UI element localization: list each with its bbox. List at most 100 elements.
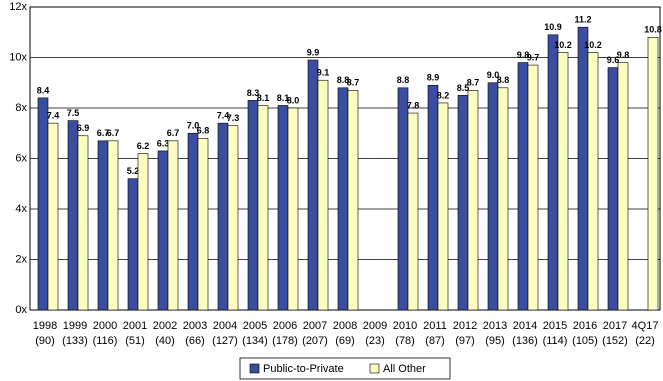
value-label: 9.7 <box>527 52 540 62</box>
legend-label: Public-to-Private <box>263 363 344 375</box>
y-tick-label: 12x <box>9 1 27 13</box>
x-tick-label: 2013 <box>483 320 507 332</box>
x-tick-count: (90) <box>35 335 55 347</box>
bar <box>277 105 289 311</box>
value-label: 6.9 <box>77 123 90 133</box>
y-tick-label: 2x <box>15 253 27 265</box>
x-tick-count: (178) <box>272 335 298 347</box>
bar <box>307 59 319 311</box>
bar <box>167 140 179 311</box>
value-label: 8.8 <box>337 75 350 85</box>
x-tick-count: (127) <box>212 335 238 347</box>
value-label: 8.1 <box>277 93 290 103</box>
bar <box>617 62 629 311</box>
x-tick-label: 2016 <box>573 320 597 332</box>
x-tick-count: (105) <box>572 335 598 347</box>
bar <box>247 100 259 311</box>
x-tick-label: 2017 <box>603 320 627 332</box>
bar <box>217 122 229 311</box>
x-tick-count: (134) <box>242 335 268 347</box>
value-label: 10.2 <box>584 40 602 50</box>
bar <box>437 102 449 311</box>
x-tick-count: (87) <box>425 335 445 347</box>
bar <box>337 87 349 311</box>
legend-swatch <box>249 363 260 374</box>
x-tick-count: (152) <box>602 335 628 347</box>
value-label: 8.8 <box>397 75 410 85</box>
x-tick-label: 4Q17 <box>632 320 659 332</box>
bar <box>187 132 199 311</box>
bar <box>107 140 119 311</box>
value-label: 8.7 <box>467 78 480 88</box>
value-label: 10.2 <box>554 40 572 50</box>
x-tick-count: (207) <box>302 335 328 347</box>
x-tick-count: (133) <box>62 335 88 347</box>
value-label: 9.8 <box>617 50 630 60</box>
bar <box>127 178 139 311</box>
value-label: 7.4 <box>217 111 230 121</box>
bar <box>607 67 619 311</box>
value-label: 9.1 <box>317 68 330 78</box>
bar <box>67 120 79 311</box>
value-label: 7.4 <box>47 111 60 121</box>
bar <box>577 26 589 311</box>
x-tick-label: 2011 <box>423 320 447 332</box>
bar <box>157 150 169 311</box>
value-label: 7.5 <box>67 108 80 118</box>
x-tick-count: (69) <box>335 335 355 347</box>
bar <box>517 62 529 311</box>
x-tick-count: (66) <box>185 335 205 347</box>
x-tick-label: 2002 <box>153 320 177 332</box>
value-label: 6.2 <box>137 141 150 151</box>
legend: Public-to-Private All Other <box>239 357 451 380</box>
y-tick-label: 4x <box>15 203 27 215</box>
x-tick-label: 2010 <box>393 320 417 332</box>
bar <box>527 64 539 311</box>
bar <box>397 87 409 311</box>
bar <box>287 107 299 311</box>
value-label: 8.3 <box>247 88 260 98</box>
y-tick-label: 0x <box>15 304 27 316</box>
value-label: 7.0 <box>187 121 200 131</box>
legend-label: All Other <box>383 363 426 375</box>
value-label: 6.7 <box>167 128 180 138</box>
value-label: 8.4 <box>37 85 50 95</box>
x-tick-count: (23) <box>365 335 385 347</box>
bar <box>557 52 569 311</box>
value-label: 6.3 <box>157 138 170 148</box>
x-tick-label: 2000 <box>93 320 117 332</box>
bar <box>587 52 599 311</box>
x-tick-label: 2005 <box>243 320 267 332</box>
x-tick-count: (22) <box>635 335 655 347</box>
bar <box>257 105 269 311</box>
bar <box>407 112 419 311</box>
x-tick-label: 2008 <box>333 320 357 332</box>
x-tick-label: 2009 <box>363 320 387 332</box>
value-label: 10.8 <box>644 25 662 35</box>
value-label: 8.9 <box>427 73 440 83</box>
value-label: 5.2 <box>127 166 140 176</box>
value-label: 9.8 <box>517 50 530 60</box>
x-tick-count: (114) <box>543 335 568 347</box>
x-tick-label: 2014 <box>513 320 537 332</box>
bar <box>467 90 479 311</box>
value-label: 6.7 <box>97 128 110 138</box>
y-tick-label: 10x <box>9 51 27 63</box>
value-label: 9.6 <box>607 55 620 65</box>
value-label: 8.7 <box>347 78 360 88</box>
value-label: 9.9 <box>307 47 320 57</box>
x-tick-label: 1999 <box>63 320 87 332</box>
x-tick-label: 2007 <box>303 320 327 332</box>
value-label: 8.2 <box>437 90 450 100</box>
bar <box>547 34 559 311</box>
bar <box>227 125 239 311</box>
bar <box>137 153 149 311</box>
y-tick-label: 8x <box>15 102 27 114</box>
x-tick-label: 2001 <box>123 320 147 332</box>
value-label: 7.8 <box>407 100 420 110</box>
bar <box>47 122 59 311</box>
value-label: 6.7 <box>107 128 120 138</box>
x-tick-count: (78) <box>395 335 415 347</box>
legend-swatch <box>369 363 380 374</box>
